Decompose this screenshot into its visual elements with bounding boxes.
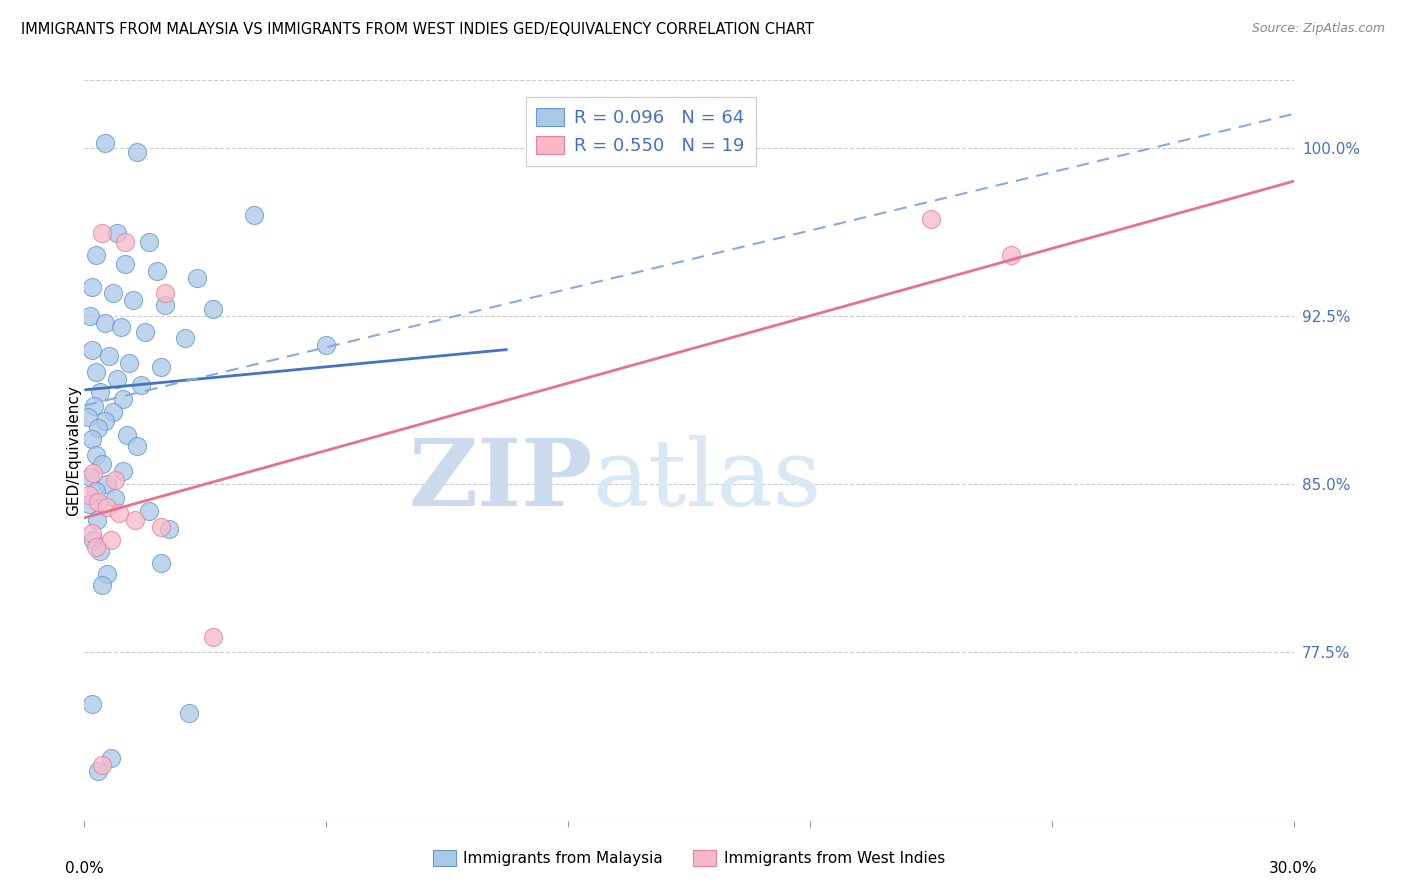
Point: [86, 365, 108, 379]
Point: [87, 421, 110, 435]
Point: [86, 448, 108, 462]
Point: [115, 427, 138, 442]
Point: [124, 513, 146, 527]
Point: [138, 504, 160, 518]
Point: [93, 136, 115, 150]
Text: Source: ZipAtlas.com: Source: ZipAtlas.com: [1251, 22, 1385, 36]
Text: IMMIGRANTS FROM MALAYSIA VS IMMIGRANTS FROM WEST INDIES GED/EQUIVALENCY CORRELAT: IMMIGRANTS FROM MALAYSIA VS IMMIGRANTS F…: [21, 22, 814, 37]
Point: [146, 264, 169, 278]
Point: [134, 325, 156, 339]
Text: 30.0%: 30.0%: [1270, 861, 1317, 876]
Point: [79, 309, 101, 323]
Point: [179, 706, 201, 720]
Point: [101, 286, 124, 301]
Point: [149, 360, 172, 375]
Point: [83, 399, 105, 413]
Point: [82, 279, 104, 293]
Point: [96, 500, 118, 514]
Point: [82, 432, 104, 446]
Point: [87, 764, 110, 779]
Point: [82, 533, 104, 548]
Point: [84, 540, 107, 554]
Point: [138, 235, 160, 249]
Point: [125, 439, 148, 453]
Point: [84, 483, 107, 498]
Point: [202, 302, 225, 317]
Point: [80, 526, 103, 541]
Point: [77, 488, 100, 502]
Point: [89, 385, 111, 400]
Point: [105, 372, 128, 386]
Point: [242, 208, 264, 222]
Point: [86, 513, 108, 527]
Point: [114, 257, 136, 271]
Point: [79, 470, 101, 484]
Text: ZIP: ZIP: [408, 435, 592, 525]
Point: [77, 497, 100, 511]
Point: [82, 466, 104, 480]
Point: [121, 293, 143, 307]
Point: [174, 331, 197, 345]
Point: [100, 533, 122, 548]
Point: [91, 578, 114, 592]
Point: [920, 212, 942, 227]
Point: [101, 405, 124, 419]
Legend: Immigrants from Malaysia, Immigrants from West Indies: Immigrants from Malaysia, Immigrants fro…: [426, 844, 952, 872]
Point: [91, 226, 114, 240]
Point: [91, 757, 114, 772]
Point: [202, 630, 225, 644]
Point: [1000, 248, 1022, 262]
Point: [315, 338, 337, 352]
Point: [96, 477, 118, 491]
Point: [107, 506, 129, 520]
Point: [100, 751, 122, 765]
Text: 0.0%: 0.0%: [65, 861, 104, 876]
Point: [153, 286, 176, 301]
Point: [111, 464, 134, 478]
Point: [96, 566, 118, 581]
Point: [186, 270, 208, 285]
Point: [80, 697, 103, 711]
Point: [93, 316, 115, 330]
Point: [89, 544, 111, 558]
Point: [82, 343, 104, 357]
Point: [129, 378, 152, 392]
Point: [104, 491, 127, 505]
Point: [93, 414, 115, 428]
Text: atlas: atlas: [592, 435, 821, 525]
Point: [149, 520, 172, 534]
Point: [125, 145, 148, 159]
Point: [111, 392, 134, 406]
Point: [110, 320, 132, 334]
Point: [157, 522, 180, 536]
Point: [153, 298, 176, 312]
Point: [149, 556, 172, 570]
Point: [114, 235, 136, 249]
Point: [118, 356, 141, 370]
Point: [77, 409, 100, 424]
Point: [91, 457, 114, 471]
Point: [104, 473, 127, 487]
Point: [86, 248, 108, 262]
Point: [97, 349, 120, 363]
Point: [105, 226, 128, 240]
Point: [87, 495, 110, 509]
Y-axis label: GED/Equivalency: GED/Equivalency: [66, 385, 80, 516]
